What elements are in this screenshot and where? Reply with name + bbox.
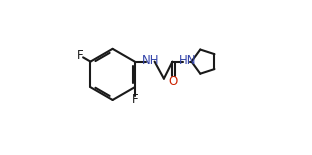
Text: O: O bbox=[169, 75, 178, 88]
Text: F: F bbox=[76, 49, 83, 62]
Text: NH: NH bbox=[142, 54, 159, 67]
Text: HN: HN bbox=[178, 54, 196, 66]
Text: F: F bbox=[131, 93, 138, 106]
